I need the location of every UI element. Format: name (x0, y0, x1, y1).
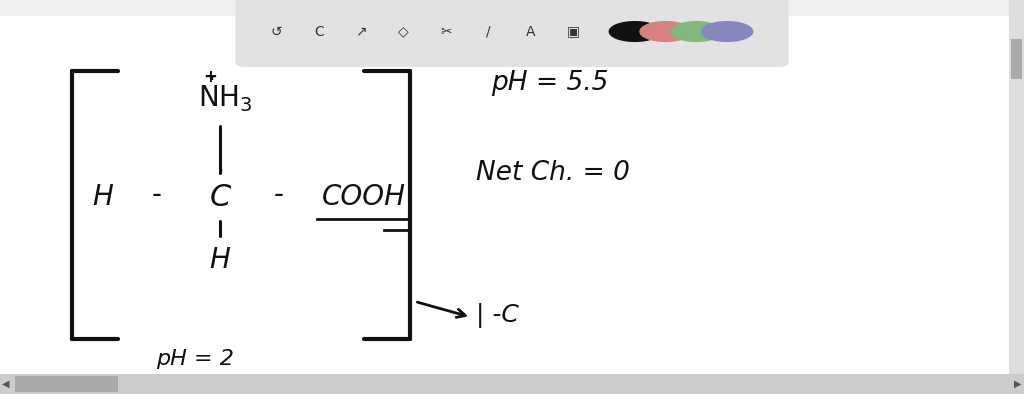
Text: /: / (486, 24, 490, 39)
Text: Net Ch. = 0: Net Ch. = 0 (476, 160, 630, 186)
Text: A: A (526, 24, 536, 39)
Bar (1009, 0, 1024, 374)
Text: pH = 2: pH = 2 (156, 349, 233, 368)
Text: ◀: ◀ (2, 379, 10, 389)
Circle shape (640, 22, 691, 41)
Text: C: C (314, 24, 324, 39)
Text: ↗: ↗ (355, 24, 368, 39)
Text: ◇: ◇ (398, 24, 409, 39)
Text: COOH: COOH (322, 183, 406, 211)
Text: $\mathregular{\dot{N}H_3}$: $\mathregular{\dot{N}H_3}$ (198, 75, 253, 114)
Text: .: . (216, 154, 224, 177)
Circle shape (609, 22, 660, 41)
Bar (1011, 39, 1022, 79)
Text: pH = 5.5: pH = 5.5 (492, 70, 609, 96)
FancyBboxPatch shape (236, 0, 788, 67)
Text: ▶: ▶ (1014, 379, 1022, 389)
Text: H: H (92, 183, 113, 211)
Text: -: - (274, 181, 284, 209)
Text: ↺: ↺ (270, 24, 283, 39)
Text: ▣: ▣ (567, 24, 580, 39)
Text: H: H (210, 246, 230, 274)
Circle shape (701, 22, 753, 41)
Text: +: + (203, 68, 217, 86)
Text: | -C: | -C (476, 303, 519, 328)
Bar (15, 376, 118, 392)
Circle shape (671, 22, 722, 41)
Text: -: - (152, 181, 161, 209)
Bar (0, 374, 1024, 394)
Text: C: C (210, 182, 230, 212)
Text: ✂: ✂ (440, 24, 452, 39)
